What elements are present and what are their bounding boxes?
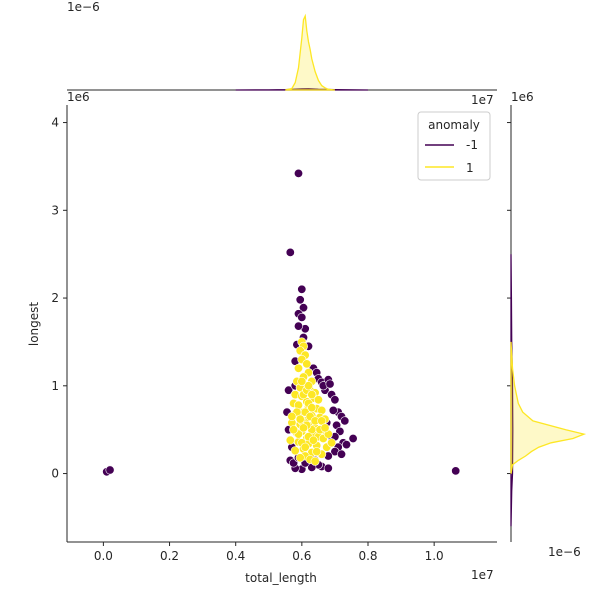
point-series1-65: [289, 425, 299, 435]
y-offset-label: 1e6: [67, 90, 90, 104]
point-series0-11: [293, 321, 303, 331]
y-tick-label-2: 2: [51, 291, 59, 305]
point-series0-59: [336, 449, 346, 459]
point-series0-31: [341, 440, 351, 450]
point-series1-6: [293, 363, 303, 373]
point-series1-81: [303, 381, 313, 391]
x-offset-label-bottom: 1e7: [471, 568, 494, 582]
point-series0-23: [330, 395, 340, 405]
point-series1-71: [307, 403, 317, 413]
y-tick-label-3: 3: [51, 203, 59, 217]
point-series0-55: [325, 379, 335, 389]
right-marginal-kde: [507, 105, 587, 542]
x-tick-label-1: 0.2: [160, 549, 179, 563]
y-tick-label-1: 1: [51, 379, 59, 393]
y-axis-label: longest: [27, 302, 41, 347]
x-axis-label: total_length: [245, 571, 317, 585]
point-series1-80: [320, 423, 330, 433]
point-series0-4: [285, 247, 295, 257]
right-kde-1: [510, 341, 587, 474]
right-marginal-offset-label: 1e6: [511, 90, 534, 104]
x-offset-label: 1e7: [471, 93, 494, 107]
point-series1-5: [302, 359, 312, 369]
point-series1-18: [313, 395, 323, 405]
point-series0-44: [284, 385, 294, 395]
point-series1-73: [298, 423, 308, 433]
point-series1-74: [308, 435, 318, 445]
point-series1-78: [287, 411, 297, 421]
top-kde-1: [285, 13, 335, 91]
point-series1-77: [312, 447, 322, 457]
point-series0-9: [297, 312, 307, 322]
top-marginal-kde: [67, 13, 497, 91]
legend-label-1: 1: [466, 161, 474, 175]
x-tick-label-2: 0.4: [226, 549, 245, 563]
y-tick-label-0: 0: [51, 467, 59, 481]
point-series0-26: [340, 416, 350, 426]
point-series1-75: [295, 414, 305, 424]
x-tick-label-3: 0.6: [292, 549, 311, 563]
point-series1-83: [307, 390, 317, 400]
point-series0-3: [293, 168, 303, 178]
legend-label-neg1: -1: [466, 138, 478, 152]
x-tick-label-0: 0.0: [94, 549, 113, 563]
point-series1-47: [290, 446, 300, 456]
point-series0-37: [323, 463, 333, 473]
point-series0-32: [348, 433, 358, 443]
point-series1-51: [295, 453, 305, 463]
top-marginal-offset-label: 1e−6: [67, 0, 100, 14]
point-series1-82: [297, 376, 307, 386]
x-tick-label-4: 0.8: [358, 549, 377, 563]
point-series1-76: [300, 442, 310, 452]
right-marginal-density-offset-label: 1e−6: [548, 545, 581, 559]
legend-title: anomaly: [428, 118, 480, 132]
point-series0-27: [328, 405, 338, 415]
point-series1-41: [285, 435, 295, 445]
point-series1-68: [327, 438, 337, 448]
point-series1-53: [310, 456, 320, 466]
main-scatter-axes: 0.0 0.2 0.4 0.6 0.8 1.0 0 1 2 3 4: [51, 105, 497, 563]
legend-frame: [417, 111, 491, 181]
point-series0-5: [297, 284, 307, 294]
legend: anomaly -1 1: [417, 111, 491, 181]
point-series0-1: [105, 465, 115, 475]
point-series0-2: [451, 466, 461, 476]
y-tick-label-4: 4: [51, 116, 59, 130]
point-series0-6: [295, 295, 305, 305]
point-series0-7: [298, 303, 308, 313]
x-tick-label-5: 1.0: [425, 549, 444, 563]
